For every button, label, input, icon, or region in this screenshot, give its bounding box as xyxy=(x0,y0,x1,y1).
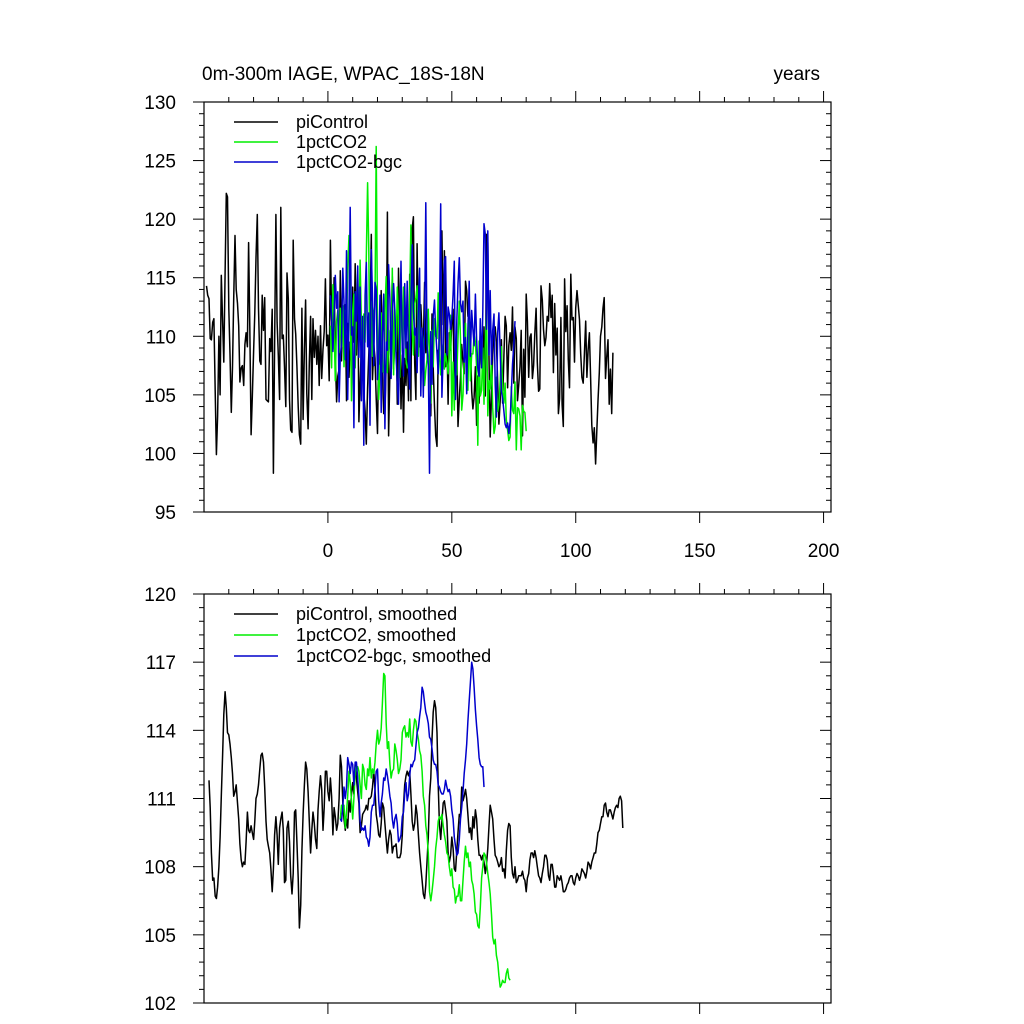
y-tick-label: 111 xyxy=(147,790,176,811)
y-tick-label: 105 xyxy=(144,926,176,947)
legend-label: piControl, smoothed xyxy=(296,604,457,624)
series-line-picontrol-smoothed xyxy=(208,690,624,929)
x-tick-label: 150 xyxy=(684,541,716,562)
chart-panel-1: 0 50 100 150 200 95 100 105 110 115 120 125 130 piCon… xyxy=(144,91,839,562)
chart-panel-2: 102 105 108 111 114 117 120 piControl, smoothed… xyxy=(144,583,832,1015)
legend-label: 1pctCO2-bgc, smoothed xyxy=(296,646,491,666)
legend-label: piControl xyxy=(296,112,368,132)
legend-label: 1pctCO2 xyxy=(296,132,367,152)
y-tick-label: 120 xyxy=(144,210,176,231)
series-line-1pctco2-bgc-smoothed xyxy=(339,661,485,857)
y-tick-label: 130 xyxy=(144,93,176,114)
chart-title: 0m-300m IAGE, WPAC_18S-18N xyxy=(202,64,485,85)
y-tick-label: 117 xyxy=(146,653,176,674)
series-line-1pctco2-bgc xyxy=(329,201,516,475)
x-tick-label: 0 xyxy=(323,541,334,562)
y-tick-label: 108 xyxy=(144,858,176,879)
legend-label: 1pctCO2-bgc xyxy=(296,152,402,172)
y-tick-label: 102 xyxy=(144,994,176,1015)
x-tick-label: 100 xyxy=(560,541,592,562)
y-tick-label: 105 xyxy=(144,386,176,407)
y-tick-label: 114 xyxy=(146,721,177,742)
y-tick-label: 95 xyxy=(155,503,176,524)
y-tick-label: 120 xyxy=(144,585,176,606)
y-tick-label: 100 xyxy=(144,444,176,465)
y-tick-label: 125 xyxy=(144,152,176,173)
x-tick-label: 50 xyxy=(441,541,462,562)
x-tick-label: 200 xyxy=(808,541,840,562)
legend-label: 1pctCO2, smoothed xyxy=(296,625,456,645)
chart-units-label: years xyxy=(773,64,820,85)
series-line-1pctco2-smoothed xyxy=(339,672,511,988)
y-tick-label: 115 xyxy=(146,269,176,290)
y-tick-label: 110 xyxy=(146,327,176,348)
plot-frame xyxy=(203,101,832,513)
